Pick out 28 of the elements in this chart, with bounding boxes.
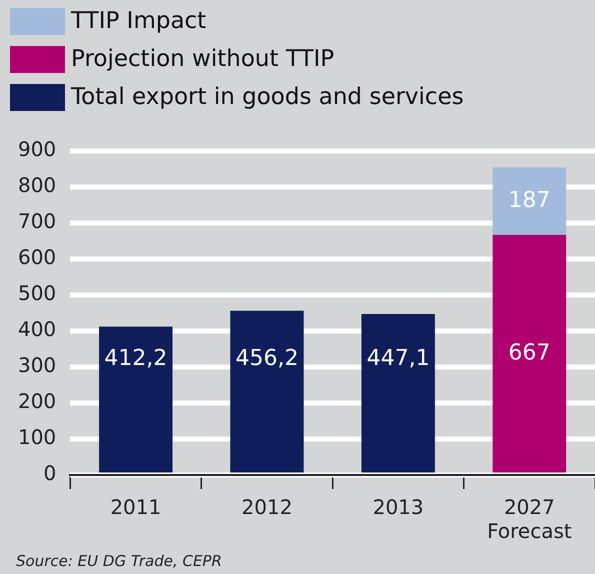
y-tick-label: 200: [18, 389, 56, 414]
data-label: 412,2: [104, 346, 168, 371]
data-label: 456,2: [235, 346, 298, 371]
source-note: Source: EU DG Trade, CEPR: [16, 552, 222, 570]
y-tick-label: 400: [18, 317, 56, 342]
legend-label: Total export in goods and services: [71, 84, 464, 110]
legend-label: TTIP Impact: [71, 8, 206, 34]
x-tick-label: 2013: [372, 495, 424, 520]
y-tick-label: 100: [18, 425, 56, 450]
data-label: 667: [508, 340, 550, 366]
bar: [230, 310, 304, 472]
data-label: 447,1: [366, 346, 430, 371]
data-label: 187: [508, 188, 550, 213]
x-tick-label: 2027 Forecast: [487, 495, 572, 544]
y-tick-label: 900: [18, 137, 56, 162]
x-tick-label: 2011: [110, 495, 162, 520]
bar: [99, 326, 173, 472]
y-tick-label: 500: [18, 281, 56, 306]
bar: [492, 168, 566, 235]
y-tick-label: 300: [18, 353, 56, 378]
bar: [492, 234, 566, 472]
y-tick-label: 600: [18, 245, 56, 270]
legend-label: Projection without TTIP: [71, 46, 334, 72]
y-tick-label: 800: [18, 173, 56, 198]
y-tick-label: 700: [18, 209, 56, 234]
y-tick-label: 0: [43, 461, 56, 486]
x-tick-label: 2012: [242, 495, 292, 520]
bar: [361, 314, 435, 472]
